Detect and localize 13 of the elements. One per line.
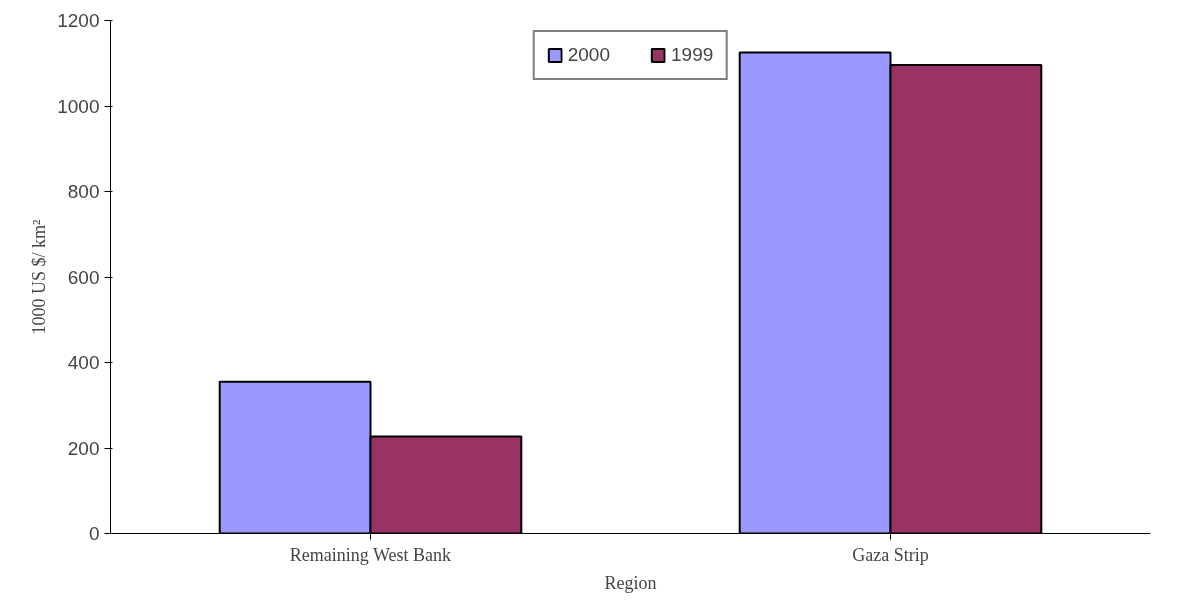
y-tick-label: 0: [88, 523, 100, 544]
y-tick-label: 600: [67, 266, 100, 288]
legend-label: 1999: [671, 44, 714, 66]
y-tick-label: 800: [67, 181, 100, 202]
legend-label: 2000: [567, 44, 610, 66]
y-axis-title: 1000 US $/ km²: [29, 219, 50, 335]
y-tick-label: 200: [67, 437, 100, 459]
x-tick-label: Gaza Strip: [852, 544, 929, 565]
y-tick-label: 1000: [57, 95, 100, 117]
x-axis-title: Region: [604, 572, 657, 593]
y-tick-label: 400: [67, 352, 100, 373]
x-tick-label: Remaining West Bank: [289, 544, 451, 565]
y-tick-label: 1200: [57, 10, 100, 31]
